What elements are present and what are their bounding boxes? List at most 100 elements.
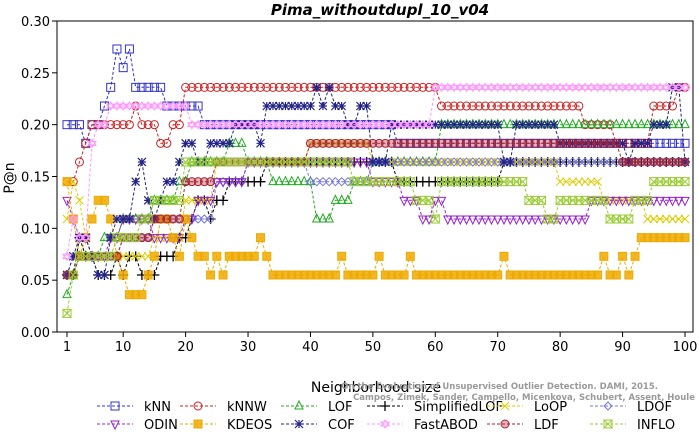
data-point [417,119,428,130]
data-point [630,138,640,148]
data-point [236,178,247,188]
data-point [599,138,609,148]
data-point [380,157,390,167]
data-point [449,101,459,111]
data-point [474,101,484,111]
data-point [118,63,128,73]
data-point [143,233,153,243]
data-point [505,157,515,167]
data-point [99,195,109,205]
data-point [418,82,428,92]
data-point [549,120,559,130]
data-point [180,101,191,111]
data-point [561,82,572,93]
legend-label: kNN [144,400,171,415]
data-point [517,82,528,93]
data-point [418,138,428,148]
data-point [586,138,596,148]
data-point [562,177,571,187]
data-point [110,401,120,411]
data-point [274,82,284,92]
data-point [199,119,210,130]
data-point [530,157,540,167]
data-point [580,82,591,93]
data-point [580,157,590,167]
data-point [143,101,154,111]
data-point [411,157,422,167]
data-point [206,177,216,187]
data-point [500,419,510,429]
data-point [561,138,571,148]
data-point [374,119,385,130]
data-point [268,101,278,111]
data-point [136,101,147,111]
data-point [630,118,640,129]
data-point [193,196,203,207]
data-point [168,101,179,111]
data-point [386,157,397,167]
data-point [642,82,653,93]
data-point [342,119,353,130]
data-point [517,157,528,167]
data-point [574,101,584,111]
y-tick-label: 0.30 [21,15,50,30]
data-point [605,82,616,93]
data-point [355,158,366,169]
data-point [367,119,378,130]
legend-label: FastABOD [414,418,478,433]
series-fastabod [62,82,690,262]
data-point [62,120,72,130]
data-point [524,101,534,111]
data-point [567,215,578,226]
data-point [337,101,347,111]
data-point [586,82,597,93]
data-point [249,251,259,261]
data-point [224,119,235,130]
data-point [680,138,690,148]
data-point [462,120,471,130]
data-point [337,251,347,261]
data-point [480,157,490,167]
plot-area [61,44,691,318]
data-point [68,214,79,224]
data-point [130,233,141,243]
data-point [80,232,91,243]
data-point [442,82,453,93]
data-point [602,419,614,429]
data-point [231,82,241,92]
data-point [218,138,228,148]
data-point [561,215,572,226]
legend-item-lof: LOF [281,399,353,415]
data-point [293,175,303,186]
data-point [580,215,590,226]
data-point [143,195,153,205]
data-point [342,157,354,167]
data-point [293,101,303,111]
x-tick-label: 70 [489,340,506,355]
data-point [374,157,384,167]
data-point [536,138,546,148]
data-point [106,233,116,243]
data-point [423,195,435,205]
legend: kNN kNNW LOF SimplifiedLOF LoOP LDOF ODIN KDEOS… [97,399,675,433]
data-point [212,82,222,92]
data-point [611,82,622,93]
data-point [667,82,678,93]
data-point [336,194,347,204]
data-point [330,176,341,187]
data-point [299,82,309,92]
data-point [500,401,510,411]
data-point [393,155,403,166]
data-point [636,82,647,93]
data-point [418,120,428,130]
data-point [281,101,290,111]
data-point [649,214,659,224]
data-point [236,119,247,130]
data-point [181,177,191,187]
legend-label: SimplifiedLOF [414,400,503,415]
data-point [624,157,634,167]
legend-item-knnw: kNNW [180,400,267,415]
data-point [124,120,134,130]
data-point [174,195,185,205]
data-point [574,215,584,226]
